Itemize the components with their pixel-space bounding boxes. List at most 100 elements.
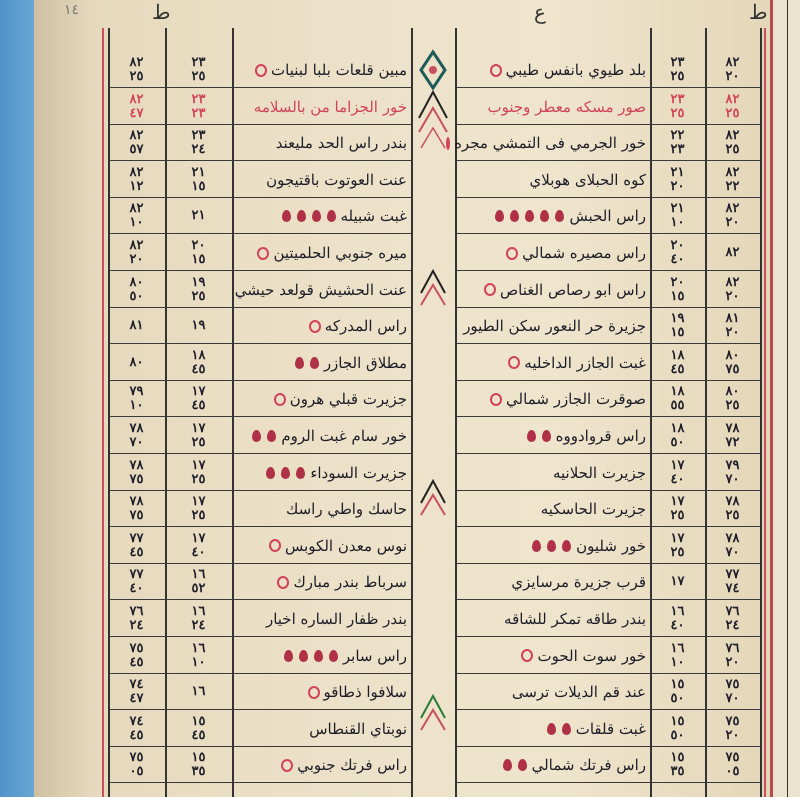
lon-value: ٧٧ ٧٤ [725, 567, 740, 597]
place-name: خور الجرمي فى التمشي مجره [454, 134, 646, 153]
place-name-cell: راس مصيره شمالي [455, 235, 650, 271]
lat-value: ١٨ ٥٠ [670, 421, 685, 450]
lat-value: ٢١ [191, 208, 206, 224]
place-name: جزيرت السوداء [310, 463, 407, 482]
place-name-cell: عنت الحشيش قولعد حيشي [232, 272, 411, 308]
lon-value: ٨٢ ٢٠ [725, 274, 740, 304]
table-row: ٨٢ ٤٧ ٢٣ ٢٣ خور الجزاما من بالسلامه [108, 89, 411, 125]
table-row: ٨٢ ١٠ ٢١ غبت شبيله [108, 198, 411, 235]
table-row: ٨٢ ٢٠ ٢٠ ١٥ ميره جنوبي الحلميتين [108, 235, 411, 271]
place-name: بلد طيوي بانفس طيبي [505, 61, 646, 79]
table-row: ٨١ ١٩ راس المدركه [108, 308, 411, 345]
lon-value: ٨٢ ١٠ [129, 201, 144, 231]
lon-value: ٧٨ ٧٢ [725, 421, 740, 450]
table-row: خور الجرمي فى التمشي مجره ٢٢ ٢٣ ٨٢ ٢٥ [446, 125, 760, 162]
place-name-cell: مبين قلعات بلبا لبنيات [232, 52, 411, 88]
lat-value: ١٧ ٢٥ [191, 494, 206, 524]
red-drop-icon [281, 210, 291, 223]
red-drop-icon [298, 649, 308, 662]
table-row: غبت قلقات ١٥ ٥٠ ٧٥ ٢٠ [455, 711, 760, 747]
red-drop-icon [517, 759, 527, 772]
red-drop-icon [309, 356, 319, 369]
lon-value: ٨٢ [725, 245, 740, 260]
red-drop-icon [326, 210, 336, 223]
place-name-cell: راس المدركه [232, 308, 411, 344]
place-name-cell: نوس معدن الكوبس [232, 528, 411, 564]
red-circle-icon [489, 63, 502, 77]
lat-value: ١٥ ٥٠ [670, 713, 685, 743]
place-name-cell: صوقرت الجازر شمالي [455, 381, 650, 417]
place-name: راس الحبش [569, 207, 646, 226]
table-row: عند قم الديلات ترسى ١٥ ٥٠ ٧٥ ٧٠ [455, 674, 760, 711]
red-drop-icon [252, 430, 262, 442]
place-name: راس قروادووه [555, 427, 646, 445]
lon-value: ٧٦ ٢٤ [129, 604, 144, 633]
place-name-cell: مطلاق الجازر [232, 345, 411, 381]
lat-value: ١٦ [191, 684, 206, 700]
place-name-cell: كوه الحبلاى هوبلاي [455, 162, 650, 198]
lon-value: ٧٧ ٤٥ [129, 530, 144, 560]
place-name-cell: جزيرت الحاسكيه [455, 491, 650, 527]
red-circle-icon [446, 136, 451, 150]
place-name: كوه الحبلاى هوبلاي [529, 170, 646, 189]
red-circle-icon [490, 392, 503, 406]
red-circle-icon [483, 283, 496, 297]
red-circle-icon [307, 685, 320, 699]
lon-value: ٨٢ ٢٠ [725, 201, 740, 231]
red-drop-icon [526, 430, 536, 442]
red-drop-icon [283, 649, 293, 662]
lat-value: ١٧ ٢٥ [191, 457, 206, 487]
place-name: جزيرة حر النعور سكن الطيور [463, 317, 646, 336]
next-page-edge [770, 0, 800, 797]
table-row: ٧٨ ٧٥ ١٧ ٢٥ جزيرت السوداء [108, 455, 411, 491]
place-name: صور مسكه معطر وجنوب [487, 97, 646, 116]
red-circle-icon [273, 392, 286, 406]
lon-value: ٨٢ ٢٠ [129, 238, 144, 267]
place-name: عند قم الديلات ترسى [511, 683, 646, 702]
place-name-cell: خور الجرمي فى التمشي مجره [446, 125, 650, 161]
table-row: غبت الجازر الداخليه ١٨ ٤٥ ٨٠ ٧٥ [455, 345, 760, 381]
place-name: راس فرتك شمالي [531, 756, 646, 775]
place-name: خور الجزاما من بالسلامه [253, 97, 407, 116]
lon-value: ٨٢ ٢٥ [725, 91, 740, 121]
place-name-cell: جزيرت قبلي هرون [232, 381, 411, 417]
place-name-cell: جزيرت الحلانيه [455, 455, 650, 491]
table-row: ٨٢ ٥٧ ٢٣ ٢٤ بندر راس الحد مليعند [108, 125, 411, 162]
red-drop-icon [555, 210, 565, 223]
blue-background [0, 0, 38, 797]
place-name: خور شليون [576, 536, 646, 555]
place-name: نوبتاي القنطاس [309, 719, 407, 738]
lon-value: ٧٦ ٢٤ [725, 604, 740, 633]
table-row: ٧٥ ٠٥ ١٥ ٣٥ راس فرتك جنوبي [108, 747, 411, 784]
lon-value: ٧٨ ٧٠ [725, 530, 740, 560]
lon-value: ٨٠ ٢٥ [725, 384, 740, 414]
lat-value: ١٥ ٥٠ [670, 677, 685, 707]
chevron-ornament-icon [420, 693, 446, 731]
table-row: كوه الحبلاى هوبلاي ٢١ ٢٠ ٨٢ ٢٢ [455, 162, 760, 198]
place-name-cell: خور سام غبت الروم [232, 418, 411, 454]
chevron-ornament-icon [420, 478, 446, 516]
lon-value: ٨٢ ٢٥ [129, 55, 144, 84]
place-name-cell: بندر طاقه تمكر للشاقه [455, 601, 650, 637]
table-row: خور شليون ١٧ ٢٥ ٧٨ ٧٠ [455, 528, 760, 564]
table-row: راس فرتك شمالي ١٥ ٣٥ ٧٥ ٠٥ [455, 747, 760, 784]
table-row: صور مسكه معطر وجنوب ٢٣ ٢٥ ٨٢ ٢٥ [455, 89, 760, 125]
table-row: جزيرة حر النعور سكن الطيور ١٩ ١٥ ٨١ ٢٠ [455, 308, 760, 345]
lon-value: ٨٢ ٤٧ [129, 91, 144, 121]
lat-value: ١٦ ٤٠ [670, 604, 685, 633]
table-row: ٧٨ ٧٠ ١٧ ٢٥ خور سام غبت الروم [108, 418, 411, 454]
table-row: ٧٥ ٤٥ ١٦ ١٠ راس سابر [108, 638, 411, 674]
chevron-ornament-icon [420, 268, 446, 306]
table-row: ٧٧ ٤٠ ١٦ ٥٢ سرباط بندر مبارك [108, 564, 411, 601]
lat-value: ١٧ ٢٥ [191, 421, 206, 450]
red-circle-icon [508, 356, 521, 370]
lat-value: ٢٣ ٢٥ [670, 91, 685, 121]
red-circle-icon [281, 758, 294, 772]
red-drop-icon [561, 722, 571, 735]
place-name-cell: راس قروادووه [455, 418, 650, 454]
red-circle-icon [506, 246, 519, 260]
lat-value: ٢٣ ٢٥ [670, 55, 685, 84]
red-drop-icon [562, 539, 572, 552]
place-name-cell: بندر ظفار الساره اخيار [232, 601, 411, 637]
lon-value: ٨٢ ٢٢ [725, 164, 740, 194]
